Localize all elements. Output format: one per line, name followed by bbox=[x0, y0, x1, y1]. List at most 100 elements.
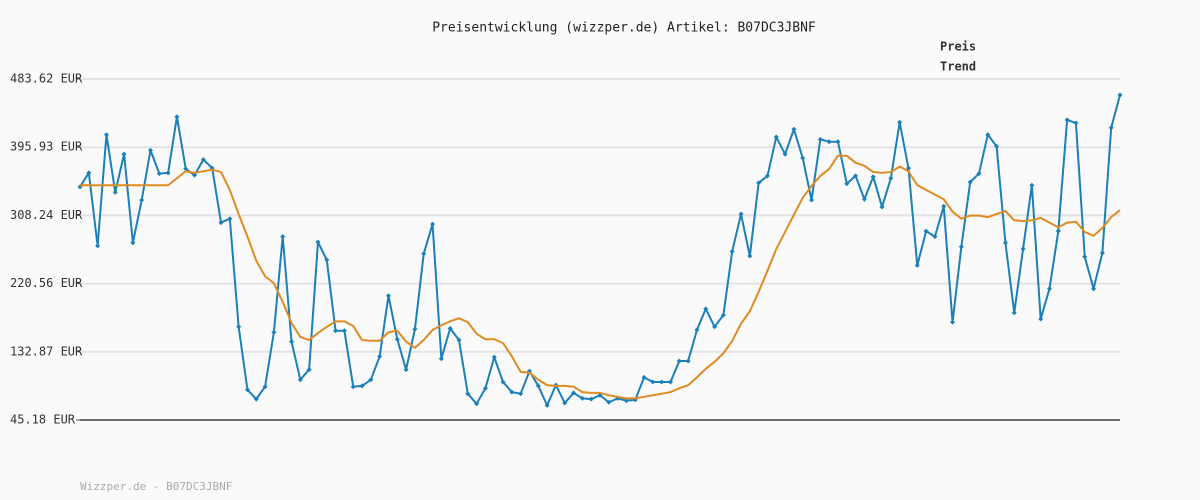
data-point bbox=[1108, 125, 1114, 131]
data-point bbox=[809, 197, 815, 203]
data-point bbox=[130, 240, 136, 246]
data-point bbox=[579, 395, 585, 401]
data-point bbox=[870, 174, 876, 180]
data-point bbox=[165, 170, 171, 176]
data-point bbox=[509, 389, 515, 395]
data-point bbox=[456, 337, 462, 343]
data-point bbox=[879, 204, 885, 210]
data-point bbox=[764, 173, 770, 179]
data-point bbox=[482, 385, 488, 391]
data-point bbox=[800, 155, 806, 161]
data-point bbox=[668, 379, 674, 385]
data-point bbox=[967, 179, 973, 185]
data-point bbox=[200, 157, 206, 163]
data-point bbox=[720, 312, 726, 318]
data-point bbox=[324, 257, 330, 263]
data-point bbox=[588, 396, 594, 402]
data-point bbox=[315, 239, 321, 245]
data-point bbox=[156, 171, 162, 177]
data-point bbox=[491, 354, 497, 360]
data-point bbox=[350, 384, 356, 390]
chart-title: Preisentwicklung (wizzper.de) Artikel: B… bbox=[432, 21, 816, 36]
data-point bbox=[139, 197, 145, 203]
legend-label: Trend bbox=[940, 60, 976, 74]
data-point bbox=[606, 399, 612, 405]
data-point bbox=[650, 379, 656, 385]
data-point bbox=[306, 367, 312, 373]
data-point bbox=[1091, 286, 1097, 292]
data-point bbox=[1020, 246, 1026, 252]
data-point bbox=[297, 377, 303, 383]
data-point bbox=[950, 319, 956, 325]
data-point bbox=[447, 325, 453, 331]
data-point bbox=[985, 132, 991, 138]
data-point bbox=[905, 165, 911, 171]
data-point bbox=[174, 114, 180, 120]
data-point bbox=[641, 374, 647, 380]
data-point bbox=[377, 353, 383, 359]
data-point bbox=[1038, 316, 1044, 322]
data-point bbox=[1099, 250, 1105, 256]
data-point bbox=[941, 203, 947, 209]
data-point bbox=[368, 377, 374, 383]
data-point bbox=[976, 171, 982, 177]
data-point bbox=[148, 147, 154, 153]
y-tick-label: 483.62 EUR bbox=[10, 72, 83, 86]
data-point bbox=[183, 166, 189, 172]
data-point bbox=[518, 391, 524, 397]
data-point bbox=[1073, 120, 1079, 126]
data-point bbox=[271, 329, 277, 335]
data-point bbox=[1055, 228, 1061, 234]
data-point bbox=[773, 134, 779, 140]
data-point bbox=[562, 400, 568, 406]
data-point bbox=[103, 132, 109, 138]
data-point bbox=[729, 248, 735, 254]
data-point bbox=[791, 126, 797, 132]
data-point bbox=[853, 173, 859, 179]
data-point bbox=[888, 175, 894, 181]
data-point bbox=[738, 211, 744, 217]
data-point bbox=[95, 243, 101, 249]
data-point bbox=[544, 402, 550, 408]
y-tick-label: 308.24 EUR bbox=[10, 208, 83, 222]
data-point bbox=[844, 181, 850, 187]
data-point bbox=[1117, 92, 1123, 98]
data-point bbox=[571, 390, 577, 396]
data-point bbox=[394, 336, 400, 342]
data-point bbox=[112, 189, 118, 195]
y-tick-label: 395.93 EUR bbox=[10, 140, 83, 154]
data-point bbox=[712, 324, 718, 330]
data-point bbox=[703, 306, 709, 312]
data-point bbox=[333, 328, 339, 334]
data-point bbox=[747, 253, 753, 259]
data-point bbox=[817, 136, 823, 142]
data-point bbox=[694, 327, 700, 333]
data-point bbox=[253, 396, 259, 402]
data-point bbox=[685, 358, 691, 364]
data-point bbox=[623, 398, 629, 404]
data-point bbox=[994, 143, 1000, 149]
data-point bbox=[914, 262, 920, 268]
data-point bbox=[1002, 240, 1008, 246]
data-point bbox=[1082, 254, 1088, 260]
data-point bbox=[465, 391, 471, 397]
data-point bbox=[403, 367, 409, 373]
data-point bbox=[826, 139, 832, 145]
data-point bbox=[421, 251, 427, 257]
data-point bbox=[897, 119, 903, 125]
data-point bbox=[236, 324, 242, 330]
series-line bbox=[80, 154, 1121, 400]
data-point bbox=[923, 228, 929, 234]
y-tick-label: 45.18 EUR bbox=[10, 413, 76, 427]
data-point bbox=[289, 339, 295, 345]
data-point bbox=[1064, 117, 1070, 123]
data-point bbox=[430, 221, 436, 227]
data-point bbox=[500, 379, 506, 385]
data-point bbox=[535, 383, 541, 389]
data-point bbox=[262, 384, 268, 390]
data-point bbox=[756, 180, 762, 186]
data-point bbox=[341, 328, 347, 334]
y-tick-label: 132.87 EUR bbox=[10, 344, 83, 358]
data-point bbox=[1029, 182, 1035, 188]
